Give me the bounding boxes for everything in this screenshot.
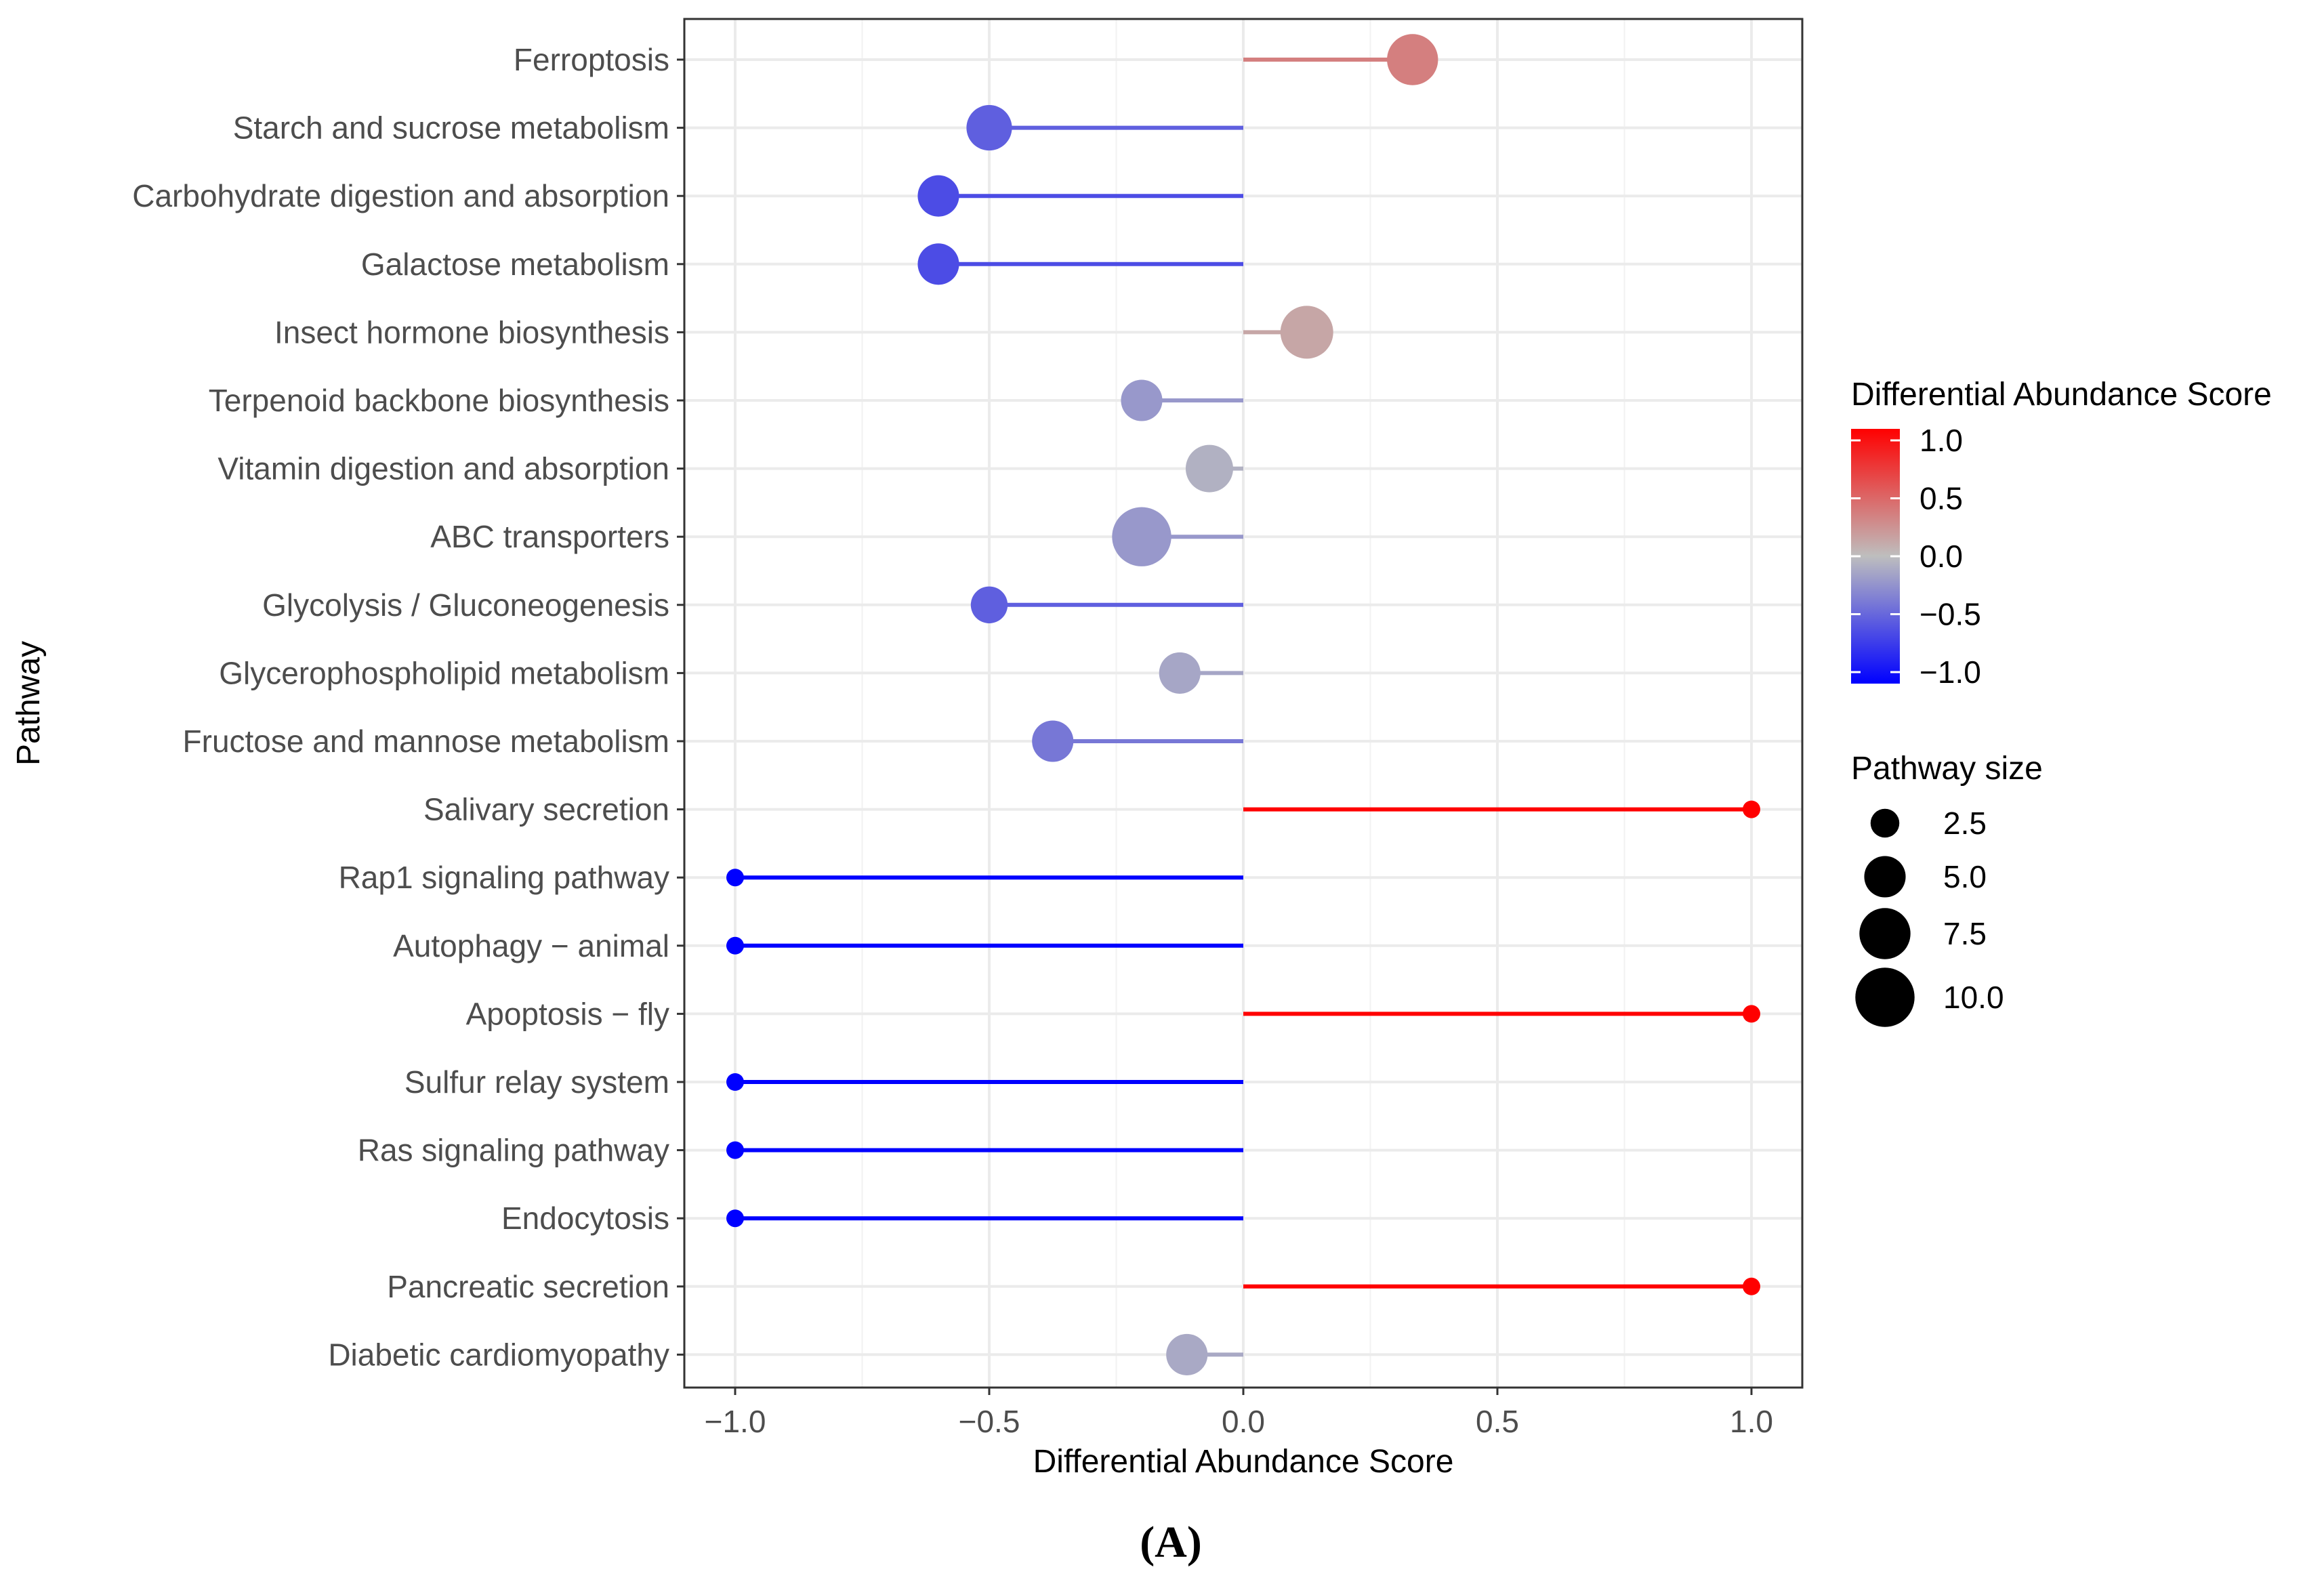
y-tick-label: Glycerophospholipid metabolism (219, 655, 669, 690)
y-tick-label: Salivary secretion (423, 792, 669, 827)
color-bar-tick-label: −1.0 (1920, 654, 1981, 690)
y-tick-label: Pancreatic secretion (387, 1269, 669, 1304)
y-tick-label: Vitamin digestion and absorption (217, 451, 669, 486)
y-tick-label: Terpenoid backbone biosynthesis (209, 383, 669, 418)
y-tick-label: ABC transporters (430, 519, 669, 554)
x-tick-label: −0.5 (959, 1404, 1020, 1439)
lollipop-point (726, 869, 744, 887)
lollipop-point (1185, 444, 1233, 493)
size-legend-point (1870, 808, 1900, 838)
color-bar-tick-label: 0.5 (1920, 481, 1963, 516)
lollipop-point (726, 936, 744, 955)
y-tick-label: Starch and sucrose metabolism (233, 110, 669, 146)
color-legend-title: Differential Abundance Score (1851, 377, 2272, 413)
color-legend: Differential Abundance Score 1.0 0.5 0.0 −0… (1851, 377, 2272, 690)
grid (684, 19, 1802, 1388)
lollipop-point (970, 586, 1008, 623)
y-tick-label: Sulfur relay system (404, 1064, 669, 1100)
y-tick-label: Insect hormone biosynthesis (274, 314, 669, 350)
size-legend-label: 2.5 (1943, 806, 1987, 841)
size-legend-point (1859, 908, 1911, 959)
size-legend-point (1855, 967, 1915, 1027)
y-tick-label: Carbohydrate digestion and absorption (132, 178, 669, 213)
x-axis: −1.0 −0.5 0.0 0.5 1.0 (705, 1388, 1773, 1439)
y-tick-label: Apoptosis − fly (466, 996, 669, 1031)
lollipop-point (1280, 306, 1333, 359)
lollipop-point (726, 1073, 744, 1091)
lollipop-point (1387, 34, 1438, 85)
lollipop-point (1166, 1333, 1208, 1375)
lollipop-point (1743, 800, 1760, 818)
size-legend-point (1864, 856, 1906, 898)
y-tick-label: Endocytosis (501, 1201, 669, 1236)
x-axis-title: Differential Abundance Score (1033, 1444, 1454, 1480)
lollipop-point (1032, 720, 1074, 762)
color-bar-tick-label: −0.5 (1920, 597, 1981, 632)
data-marks (726, 34, 1760, 1375)
x-tick-label: −1.0 (705, 1404, 766, 1439)
lollipop-point (1159, 652, 1201, 694)
y-tick-label: Autophagy − animal (393, 928, 669, 963)
y-tick-label: Glycolysis / Gluconeogenesis (262, 587, 669, 623)
color-bar-tick-label: 0.0 (1920, 539, 1963, 574)
y-tick-label: Diabetic cardiomyopathy (328, 1337, 669, 1372)
y-axis: Ferroptosis Starch and sucrose metabolism… (132, 42, 684, 1372)
y-tick-label: Rap1 signaling pathway (339, 860, 669, 895)
y-tick-label: Ras signaling pathway (358, 1133, 669, 1168)
lollipop-point (917, 243, 959, 285)
size-legend-label: 5.0 (1943, 859, 1987, 894)
y-axis-title: Pathway (11, 641, 47, 766)
x-tick-label: 1.0 (1730, 1404, 1773, 1439)
size-legend: Pathway size 2.5 5.0 7.5 10.0 (1851, 751, 2043, 1027)
y-tick-label: Galactose metabolism (361, 247, 669, 282)
color-bar-tick-label: 1.0 (1920, 423, 1963, 458)
size-legend-title: Pathway size (1851, 751, 2043, 787)
lollipop-point (726, 1141, 744, 1159)
lollipop-point (726, 1209, 744, 1228)
figure-caption: (A) (1140, 1518, 1202, 1567)
lollipop-point (1121, 379, 1163, 421)
lollipop-point (966, 105, 1012, 151)
size-legend-label: 10.0 (1943, 980, 2004, 1015)
lollipop-point (1743, 1005, 1760, 1023)
x-tick-label: 0.0 (1222, 1404, 1265, 1439)
lollipop-point (1112, 507, 1171, 566)
y-tick-label: Ferroptosis (514, 42, 669, 77)
x-tick-label: 0.5 (1476, 1404, 1519, 1439)
lollipop-point (917, 175, 959, 217)
size-legend-label: 7.5 (1943, 916, 1987, 951)
y-tick-label: Fructose and mannose metabolism (183, 724, 669, 759)
lollipop-point (1743, 1277, 1760, 1295)
